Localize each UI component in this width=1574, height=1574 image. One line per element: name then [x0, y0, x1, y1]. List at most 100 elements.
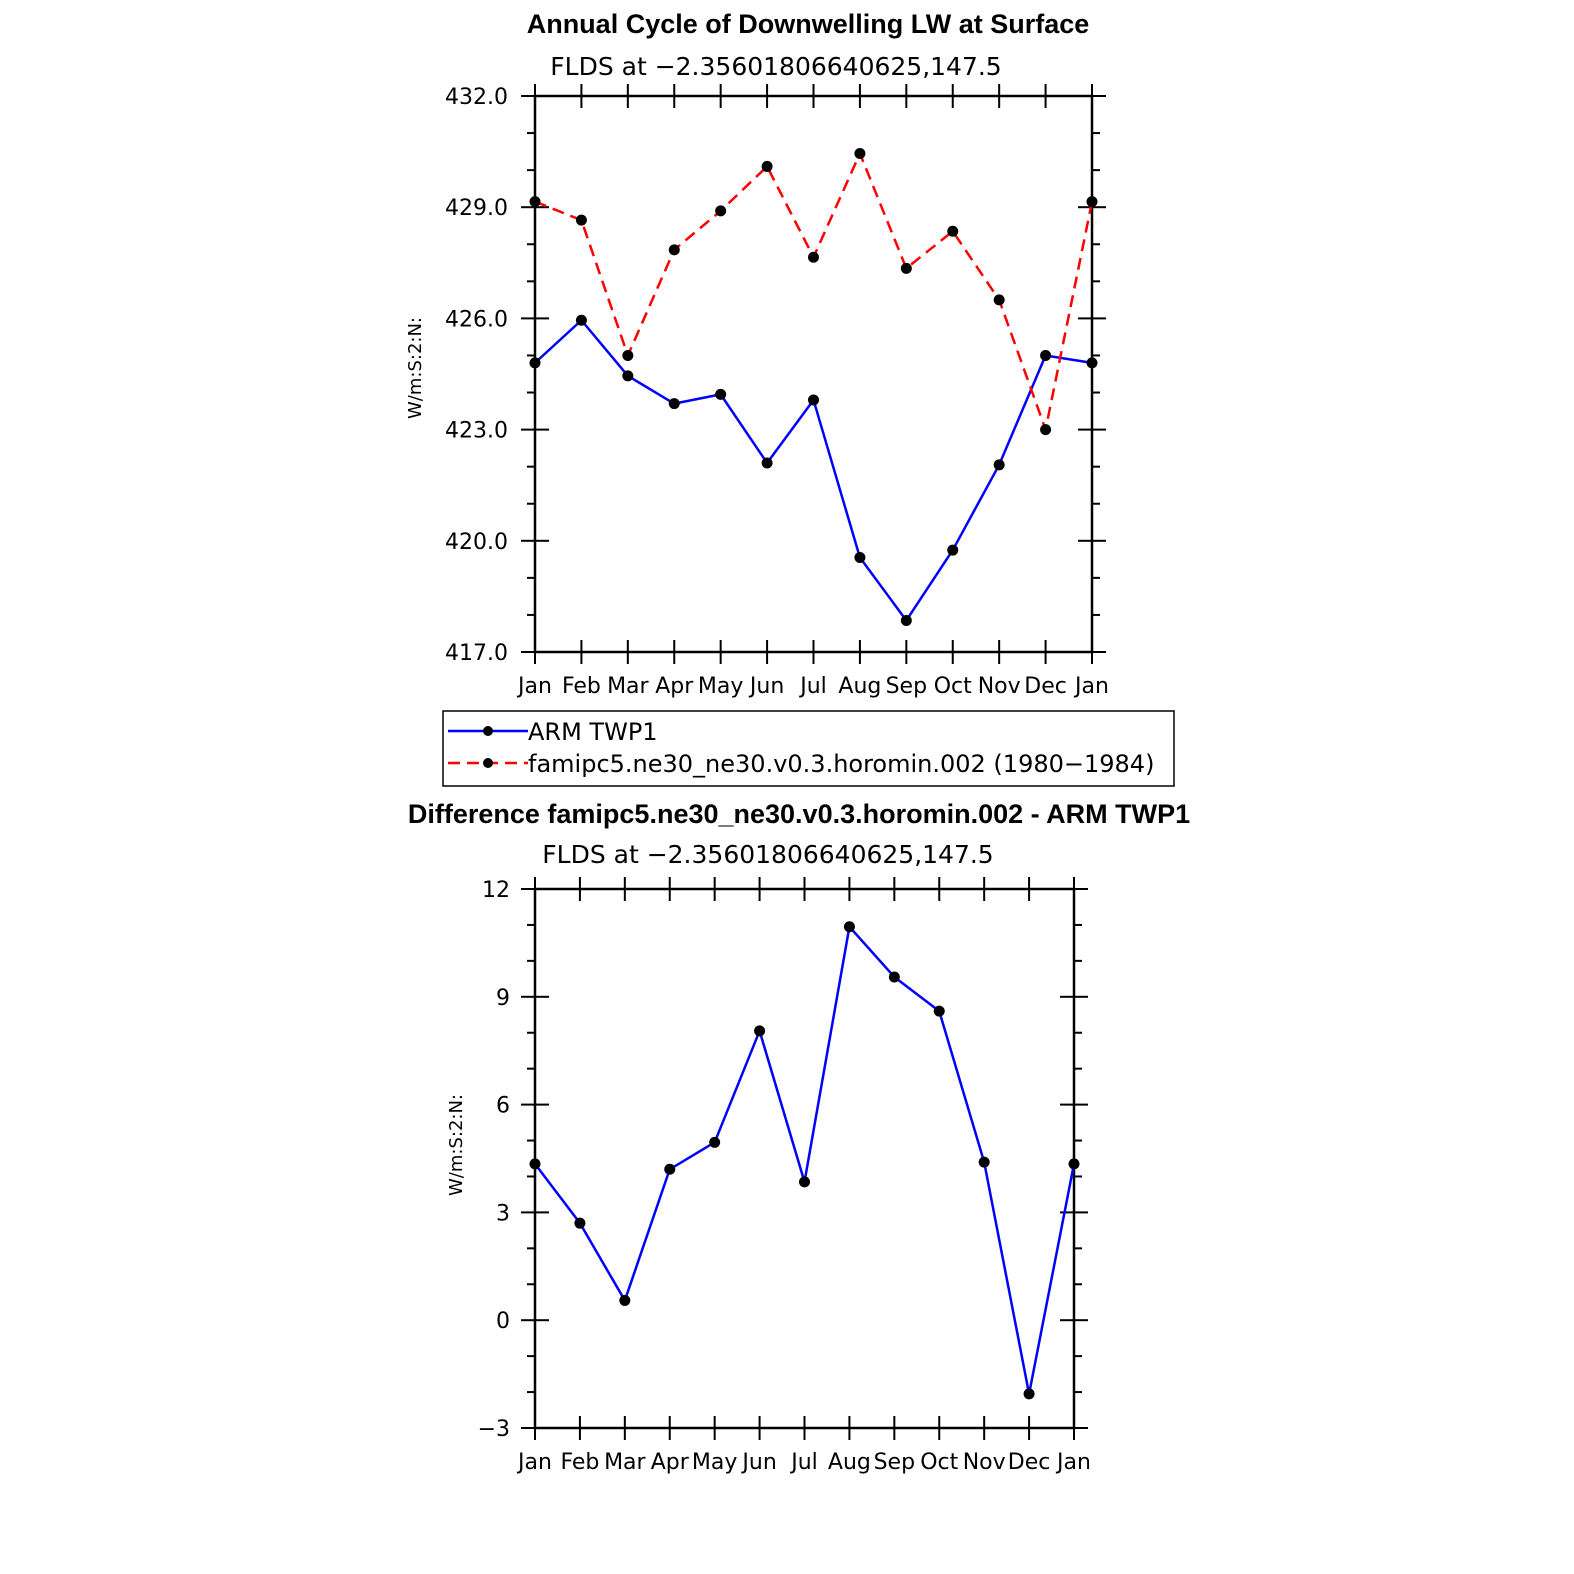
data-point — [854, 147, 866, 159]
data-point — [529, 1158, 541, 1170]
series-line-1 — [534, 152, 1094, 431]
x-tick-label: Jun — [740, 1450, 776, 1475]
data-point — [668, 244, 680, 256]
data-point — [1040, 349, 1052, 361]
data-point — [619, 1294, 631, 1306]
series-line-0 — [534, 925, 1076, 1396]
ticks — [521, 877, 1088, 1440]
x-tick-label: Mar — [607, 674, 649, 699]
x-tick-label: May — [692, 1450, 737, 1475]
y-axis-label: W/m:S:2:N: — [446, 1094, 467, 1196]
tick-labels: Jan Feb Mar Apr May Jun Jul Aug Sep Oct Nov Dec Jan4… — [445, 85, 1109, 699]
chart-subtitle: FLDS at −2.35601806640625,147.5 — [542, 840, 993, 869]
legend-marker-arm — [483, 726, 493, 736]
chart-subtitle: FLDS at −2.35601806640625,147.5 — [550, 52, 1001, 81]
series-layer — [529, 921, 1080, 1400]
data-point — [761, 457, 773, 469]
x-tick-label: Oct — [934, 674, 972, 699]
data-point — [854, 551, 866, 563]
y-tick-label: 9 — [496, 986, 510, 1011]
data-point — [808, 394, 819, 406]
data-point — [622, 370, 634, 382]
data-point — [900, 614, 912, 626]
data-point — [715, 388, 727, 400]
data-point — [808, 251, 819, 263]
x-tick-label: Aug — [828, 1450, 871, 1475]
data-point — [1086, 357, 1098, 369]
x-tick-label: May — [698, 674, 743, 699]
data-point — [947, 225, 959, 237]
data-point — [1068, 1158, 1080, 1170]
axes — [533, 887, 1076, 1430]
data-point — [900, 262, 912, 274]
x-tick-label: Aug — [838, 674, 881, 699]
data-point — [754, 1025, 766, 1037]
chart-title: Difference famipc5.ne30_ne30.v0.3.horomi… — [408, 799, 1190, 829]
tick-labels: Jan Feb Mar Apr May Jun Jul Aug Sep Oct Nov Dec Jan1… — [478, 878, 1091, 1475]
data-point — [574, 1217, 586, 1229]
data-point — [575, 314, 587, 326]
y-tick-label: 423.0 — [445, 419, 508, 444]
x-tick-label: Feb — [560, 1450, 599, 1475]
data-point — [1040, 424, 1052, 436]
y-tick-label: 417.0 — [445, 641, 508, 666]
data-point — [993, 459, 1005, 471]
x-tick-label: Apr — [651, 1450, 690, 1475]
x-tick-label: Jan — [516, 1450, 552, 1475]
y-tick-label: 12 — [482, 878, 510, 903]
x-tick-label: Apr — [655, 674, 694, 699]
series-layer — [529, 147, 1098, 626]
data-point — [668, 398, 680, 410]
x-tick-label: Jan — [1055, 1450, 1091, 1475]
annual-cycle-chart: Annual Cycle of Downwelling LW at Surfac… — [405, 9, 1109, 699]
difference-chart: Difference famipc5.ne30_ne30.v0.3.horomi… — [408, 799, 1190, 1475]
ticks — [521, 84, 1106, 664]
data-point — [843, 921, 855, 933]
y-tick-label: 426.0 — [445, 307, 508, 332]
data-point — [715, 205, 727, 217]
legend-box — [442, 710, 1175, 787]
y-tick-label: 6 — [496, 1094, 510, 1119]
plot-frame — [533, 94, 1094, 654]
legend: ARM TWP1 famipc5.ne30_ne30.v0.3.horomin.… — [442, 710, 1175, 787]
series-line-0 — [534, 319, 1093, 622]
data-point — [529, 196, 541, 208]
plot-frame — [533, 887, 1076, 1430]
y-tick-label: 0 — [496, 1309, 510, 1334]
x-tick-label: Oct — [920, 1450, 958, 1475]
y-tick-label: 3 — [496, 1201, 510, 1226]
data-point — [978, 1156, 990, 1168]
x-tick-label: Sep — [886, 674, 927, 699]
x-tick-label: Feb — [562, 674, 601, 699]
data-point — [761, 160, 773, 172]
data-point — [799, 1176, 810, 1188]
x-tick-label: Dec — [1024, 674, 1067, 699]
x-tick-label: Mar — [604, 1450, 646, 1475]
axes — [533, 94, 1094, 654]
y-tick-label: 429.0 — [445, 196, 508, 221]
x-tick-label: Nov — [963, 1450, 1006, 1475]
data-point — [933, 1005, 945, 1017]
x-tick-label: Dec — [1008, 1450, 1051, 1475]
x-tick-label: Jan — [1073, 674, 1109, 699]
x-tick-label: Jul — [789, 1450, 818, 1475]
legend-marker-model — [483, 758, 493, 768]
x-tick-label: Jun — [748, 674, 784, 699]
data-point — [575, 214, 587, 226]
data-point — [622, 349, 634, 361]
legend-label-model: famipc5.ne30_ne30.v0.3.horomin.002 (1980… — [528, 750, 1154, 778]
y-axis-label: W/m:S:2:N: — [405, 317, 426, 419]
data-point — [709, 1136, 721, 1148]
data-point — [993, 294, 1005, 306]
data-point — [1023, 1388, 1035, 1400]
x-tick-label: Sep — [874, 1450, 915, 1475]
data-point — [1086, 196, 1098, 208]
y-tick-label: 420.0 — [445, 530, 508, 555]
data-point — [529, 357, 541, 369]
y-tick-label: −3 — [478, 1417, 510, 1442]
y-tick-label: 432.0 — [445, 85, 508, 110]
x-tick-label: Jan — [516, 674, 552, 699]
x-tick-label: Jul — [798, 674, 827, 699]
chart-title: Annual Cycle of Downwelling LW at Surfac… — [527, 9, 1090, 39]
